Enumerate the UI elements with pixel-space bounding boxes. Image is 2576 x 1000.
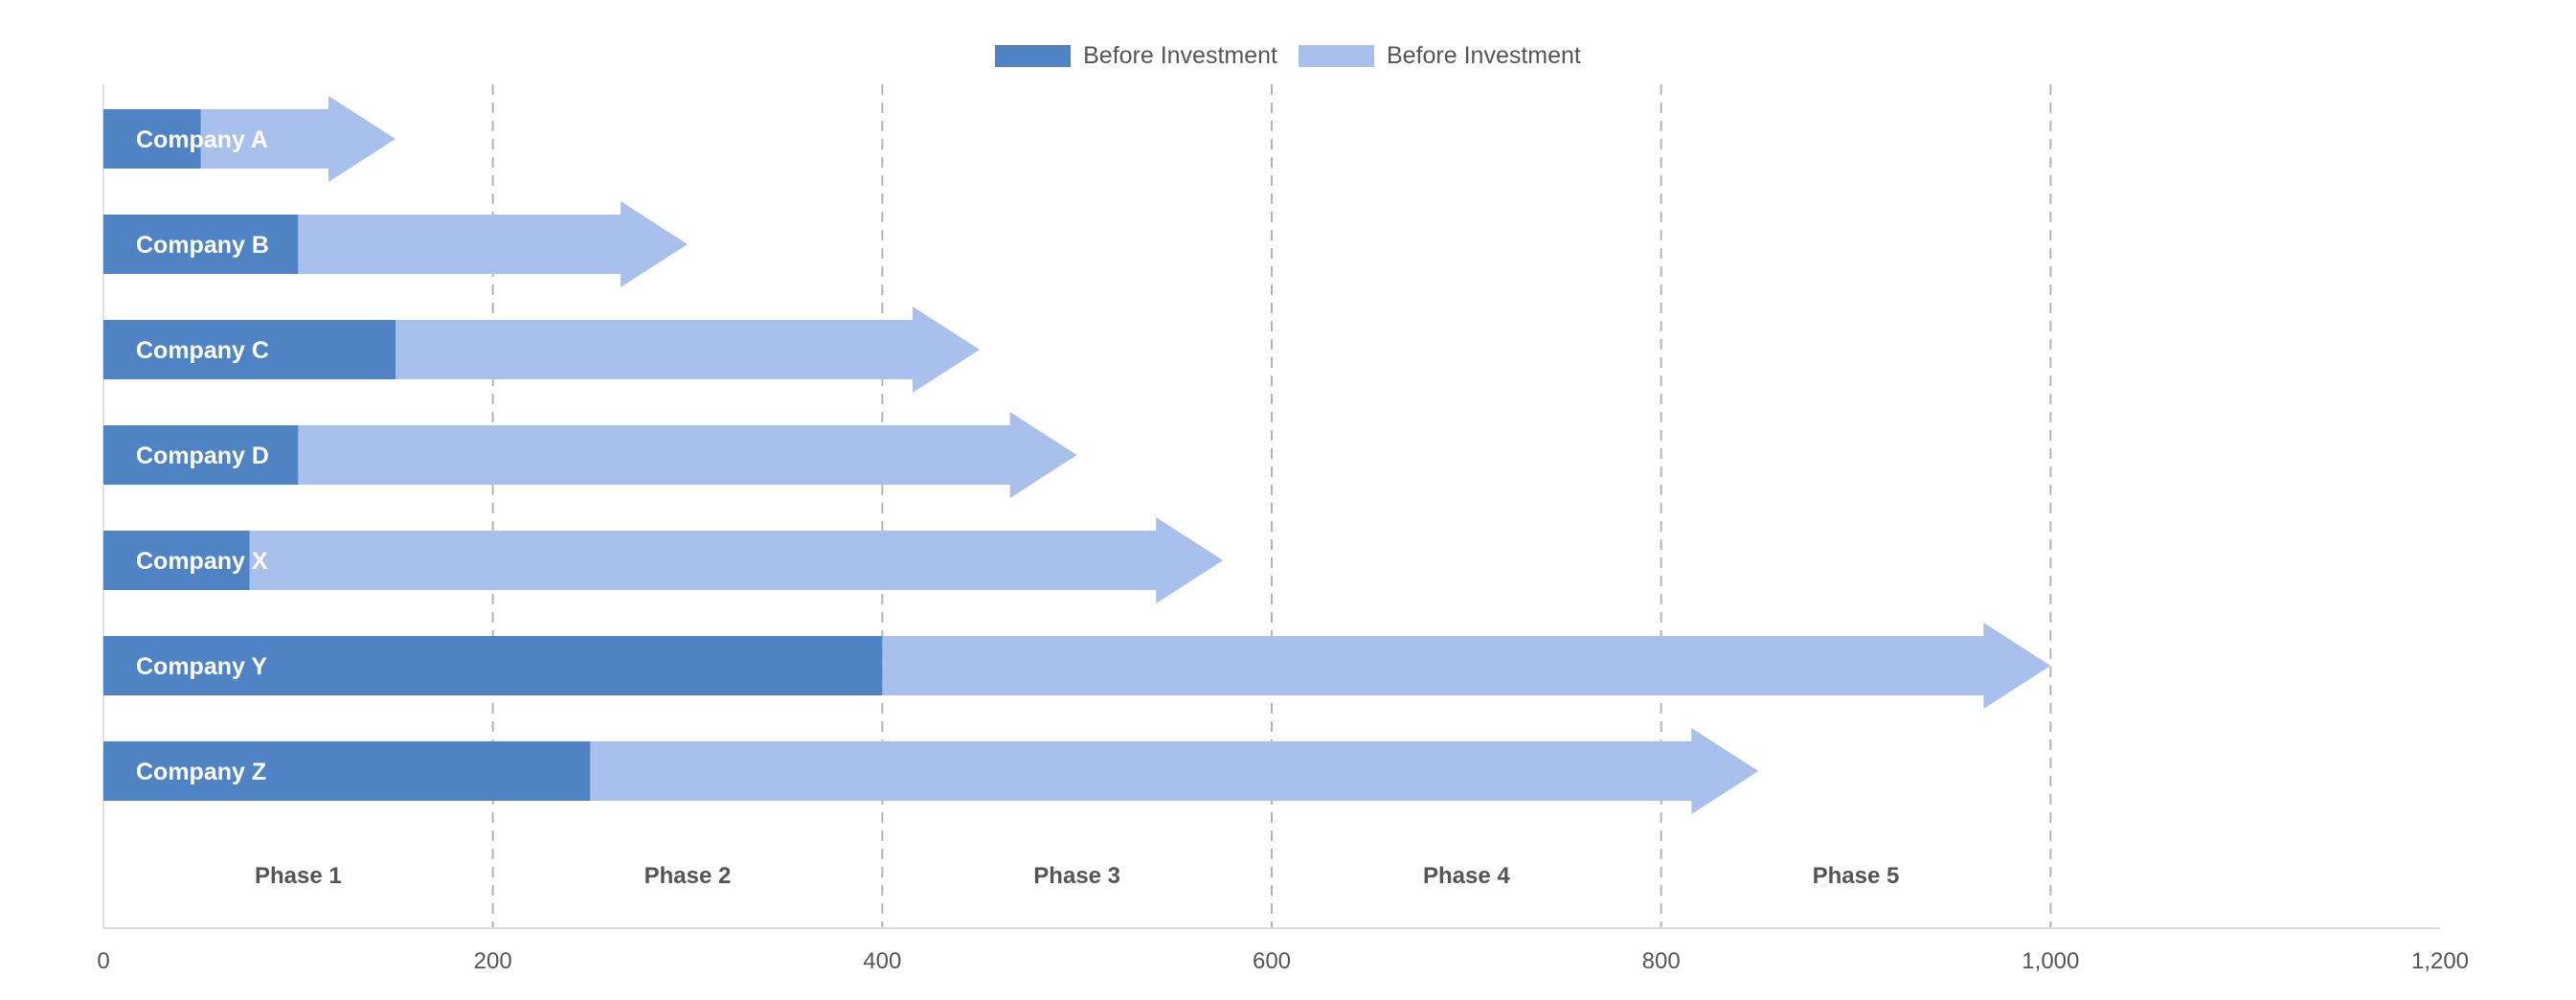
- bar-series-2: [249, 517, 1224, 603]
- legend-swatch-series-1: [995, 45, 1072, 67]
- x-tick-label: 1,200: [2411, 948, 2469, 974]
- legend-label-series-1: Before Investment: [1083, 42, 1277, 69]
- bar-series-2: [298, 201, 688, 287]
- bar-series-1: [103, 320, 395, 379]
- legend-item-series-1[interactable]: Before Investment: [995, 42, 1277, 70]
- phase-label: Phase 4: [1423, 863, 1510, 889]
- bar-series-1: [103, 636, 883, 695]
- bar-series-2: [590, 728, 1759, 814]
- category-label: Company Z: [136, 759, 266, 785]
- phase-label: Phase 2: [644, 863, 732, 889]
- phase-label: Phase 1: [255, 863, 342, 889]
- category-label: Company C: [136, 337, 269, 364]
- x-tick-label: 1,000: [2022, 948, 2079, 974]
- category-label: Company A: [136, 126, 268, 153]
- category-label: Company Y: [136, 653, 267, 680]
- x-tick-label: 0: [97, 948, 109, 974]
- bar-series-2: [395, 307, 980, 393]
- category-label: Company B: [136, 232, 269, 259]
- bar-series-1: [103, 531, 250, 590]
- phase-label: Phase 3: [1033, 863, 1120, 889]
- x-tick-label: 400: [863, 948, 901, 974]
- legend-item-series-2[interactable]: Before Investment: [1299, 42, 1581, 70]
- bar-series-2: [298, 412, 1077, 498]
- legend-label-series-2: Before Investment: [1387, 42, 1581, 69]
- legend-swatch-series-2: [1299, 45, 1374, 67]
- legend: Before Investment Before Investment: [0, 42, 2576, 70]
- category-label: Company D: [136, 443, 269, 469]
- bar-series-1: [103, 741, 591, 801]
- bar-series-1: [103, 215, 299, 274]
- x-tick-label: 600: [1253, 948, 1291, 974]
- bar-series-1: [103, 425, 299, 485]
- category-label: Company X: [136, 548, 268, 575]
- bar-series-1: [103, 109, 201, 169]
- phase-label: Phase 5: [1813, 863, 1900, 889]
- x-tick-label: 200: [474, 948, 512, 974]
- bar-series-2: [200, 96, 395, 182]
- bar-series-2: [882, 623, 2051, 709]
- x-tick-label: 800: [1642, 948, 1681, 974]
